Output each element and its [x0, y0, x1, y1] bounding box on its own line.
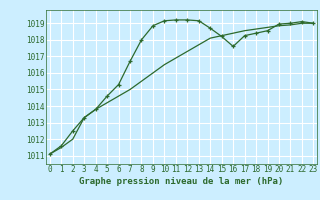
- X-axis label: Graphe pression niveau de la mer (hPa): Graphe pression niveau de la mer (hPa): [79, 177, 284, 186]
